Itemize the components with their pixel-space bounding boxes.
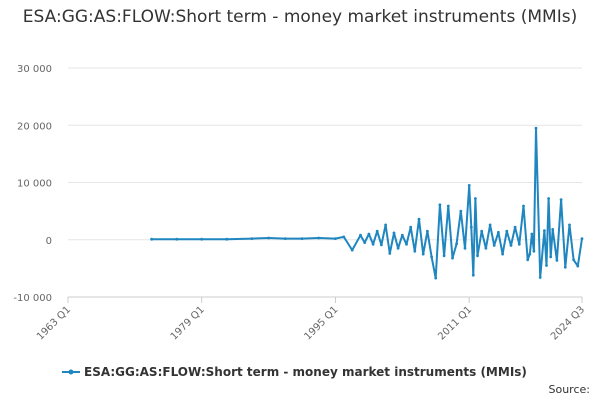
- data-point: [532, 249, 536, 253]
- data-point: [471, 273, 475, 277]
- data-point: [474, 197, 477, 200]
- y-tick-label: 30 000: [17, 64, 52, 75]
- data-point: [400, 233, 404, 237]
- data-point: [375, 229, 379, 233]
- data-point: [405, 242, 408, 246]
- data-point: [175, 237, 179, 241]
- data-point: [334, 237, 337, 241]
- data-point: [522, 204, 525, 208]
- data-point: [501, 252, 504, 256]
- legend-marker-icon: [68, 369, 74, 375]
- data-point: [442, 254, 446, 258]
- data-point: [543, 229, 546, 233]
- data-point: [392, 231, 396, 235]
- data-point: [492, 244, 496, 247]
- data-point: [396, 246, 400, 250]
- data-point: [417, 217, 421, 221]
- data-point: [505, 229, 509, 233]
- data-point: [549, 255, 553, 259]
- x-tick-label: 1995 Q1: [302, 304, 340, 342]
- data-point: [476, 254, 479, 258]
- data-point: [517, 242, 521, 246]
- data-point: [150, 237, 154, 241]
- data-point: [225, 237, 229, 241]
- data-point: [317, 236, 321, 240]
- grid-layer: [68, 67, 582, 298]
- data-point: [438, 203, 442, 207]
- data-point: [300, 237, 304, 241]
- data-point: [488, 223, 492, 227]
- data-point: [551, 228, 555, 231]
- data-point: [559, 198, 563, 202]
- x-tick-label: 2011 Q1: [436, 304, 474, 342]
- data-point: [371, 242, 375, 246]
- y-tick-label: 0: [46, 236, 52, 247]
- data-point: [426, 229, 429, 233]
- data-point: [568, 223, 571, 227]
- data-point: [267, 236, 270, 240]
- data-point: [484, 246, 488, 250]
- data-point: [528, 252, 532, 256]
- data-point: [526, 258, 530, 262]
- data-point: [250, 237, 254, 241]
- data-point: [480, 229, 484, 233]
- data-point: [359, 233, 362, 237]
- y-tick-label: -10 000: [13, 293, 52, 304]
- data-point: [455, 242, 458, 246]
- data-point: [463, 246, 467, 250]
- y-tick-label: 20 000: [17, 121, 52, 132]
- axis-layer: -10 000 0 10 000 20 000 30 000 1963 Q1 1979 Q1…: [13, 64, 587, 342]
- data-point: [388, 252, 392, 255]
- data-point: [342, 235, 346, 239]
- x-tick-label: 1963 Q1: [35, 304, 73, 342]
- data-point: [563, 265, 567, 269]
- data-point: [545, 264, 548, 267]
- data-point: [350, 248, 354, 252]
- data-point: [497, 230, 500, 234]
- chart-title: ESA:GG:AS:FLOW:Short term - money market…: [22, 7, 578, 27]
- data-point: [409, 225, 413, 229]
- legend-label: ESA:GG:AS:FLOW:Short term - money market…: [84, 365, 527, 379]
- data-point: [413, 249, 417, 253]
- legend[interactable]: ESA:GG:AS:FLOW:Short term - money market…: [62, 365, 527, 379]
- data-point: [384, 223, 387, 227]
- data-point: [538, 276, 542, 279]
- data-point: [534, 126, 538, 130]
- data-point: [451, 256, 454, 260]
- series-layer: [150, 126, 584, 280]
- data-point: [367, 232, 371, 236]
- source-label[interactable]: Source:: [549, 383, 591, 396]
- data-point: [363, 241, 367, 245]
- data-point: [446, 204, 450, 208]
- data-point: [380, 243, 383, 247]
- data-point: [547, 197, 550, 200]
- data-point: [421, 252, 425, 256]
- data-point: [509, 244, 513, 247]
- data-point: [572, 258, 575, 262]
- data-point: [513, 225, 517, 229]
- data-point: [467, 184, 471, 187]
- data-point: [469, 225, 473, 229]
- data-point: [434, 276, 438, 280]
- data-point: [580, 237, 584, 241]
- x-tick-label: 1979 Q1: [169, 304, 207, 342]
- data-point: [576, 264, 580, 268]
- series-line: [151, 127, 583, 280]
- y-tick-label: 10 000: [17, 179, 52, 190]
- data-point: [283, 237, 287, 241]
- data-point: [200, 237, 204, 241]
- x-tick-label: 2024 Q3: [549, 304, 587, 342]
- data-point: [530, 232, 534, 236]
- data-point: [430, 255, 433, 259]
- data-point: [459, 209, 463, 213]
- data-point: [555, 259, 559, 262]
